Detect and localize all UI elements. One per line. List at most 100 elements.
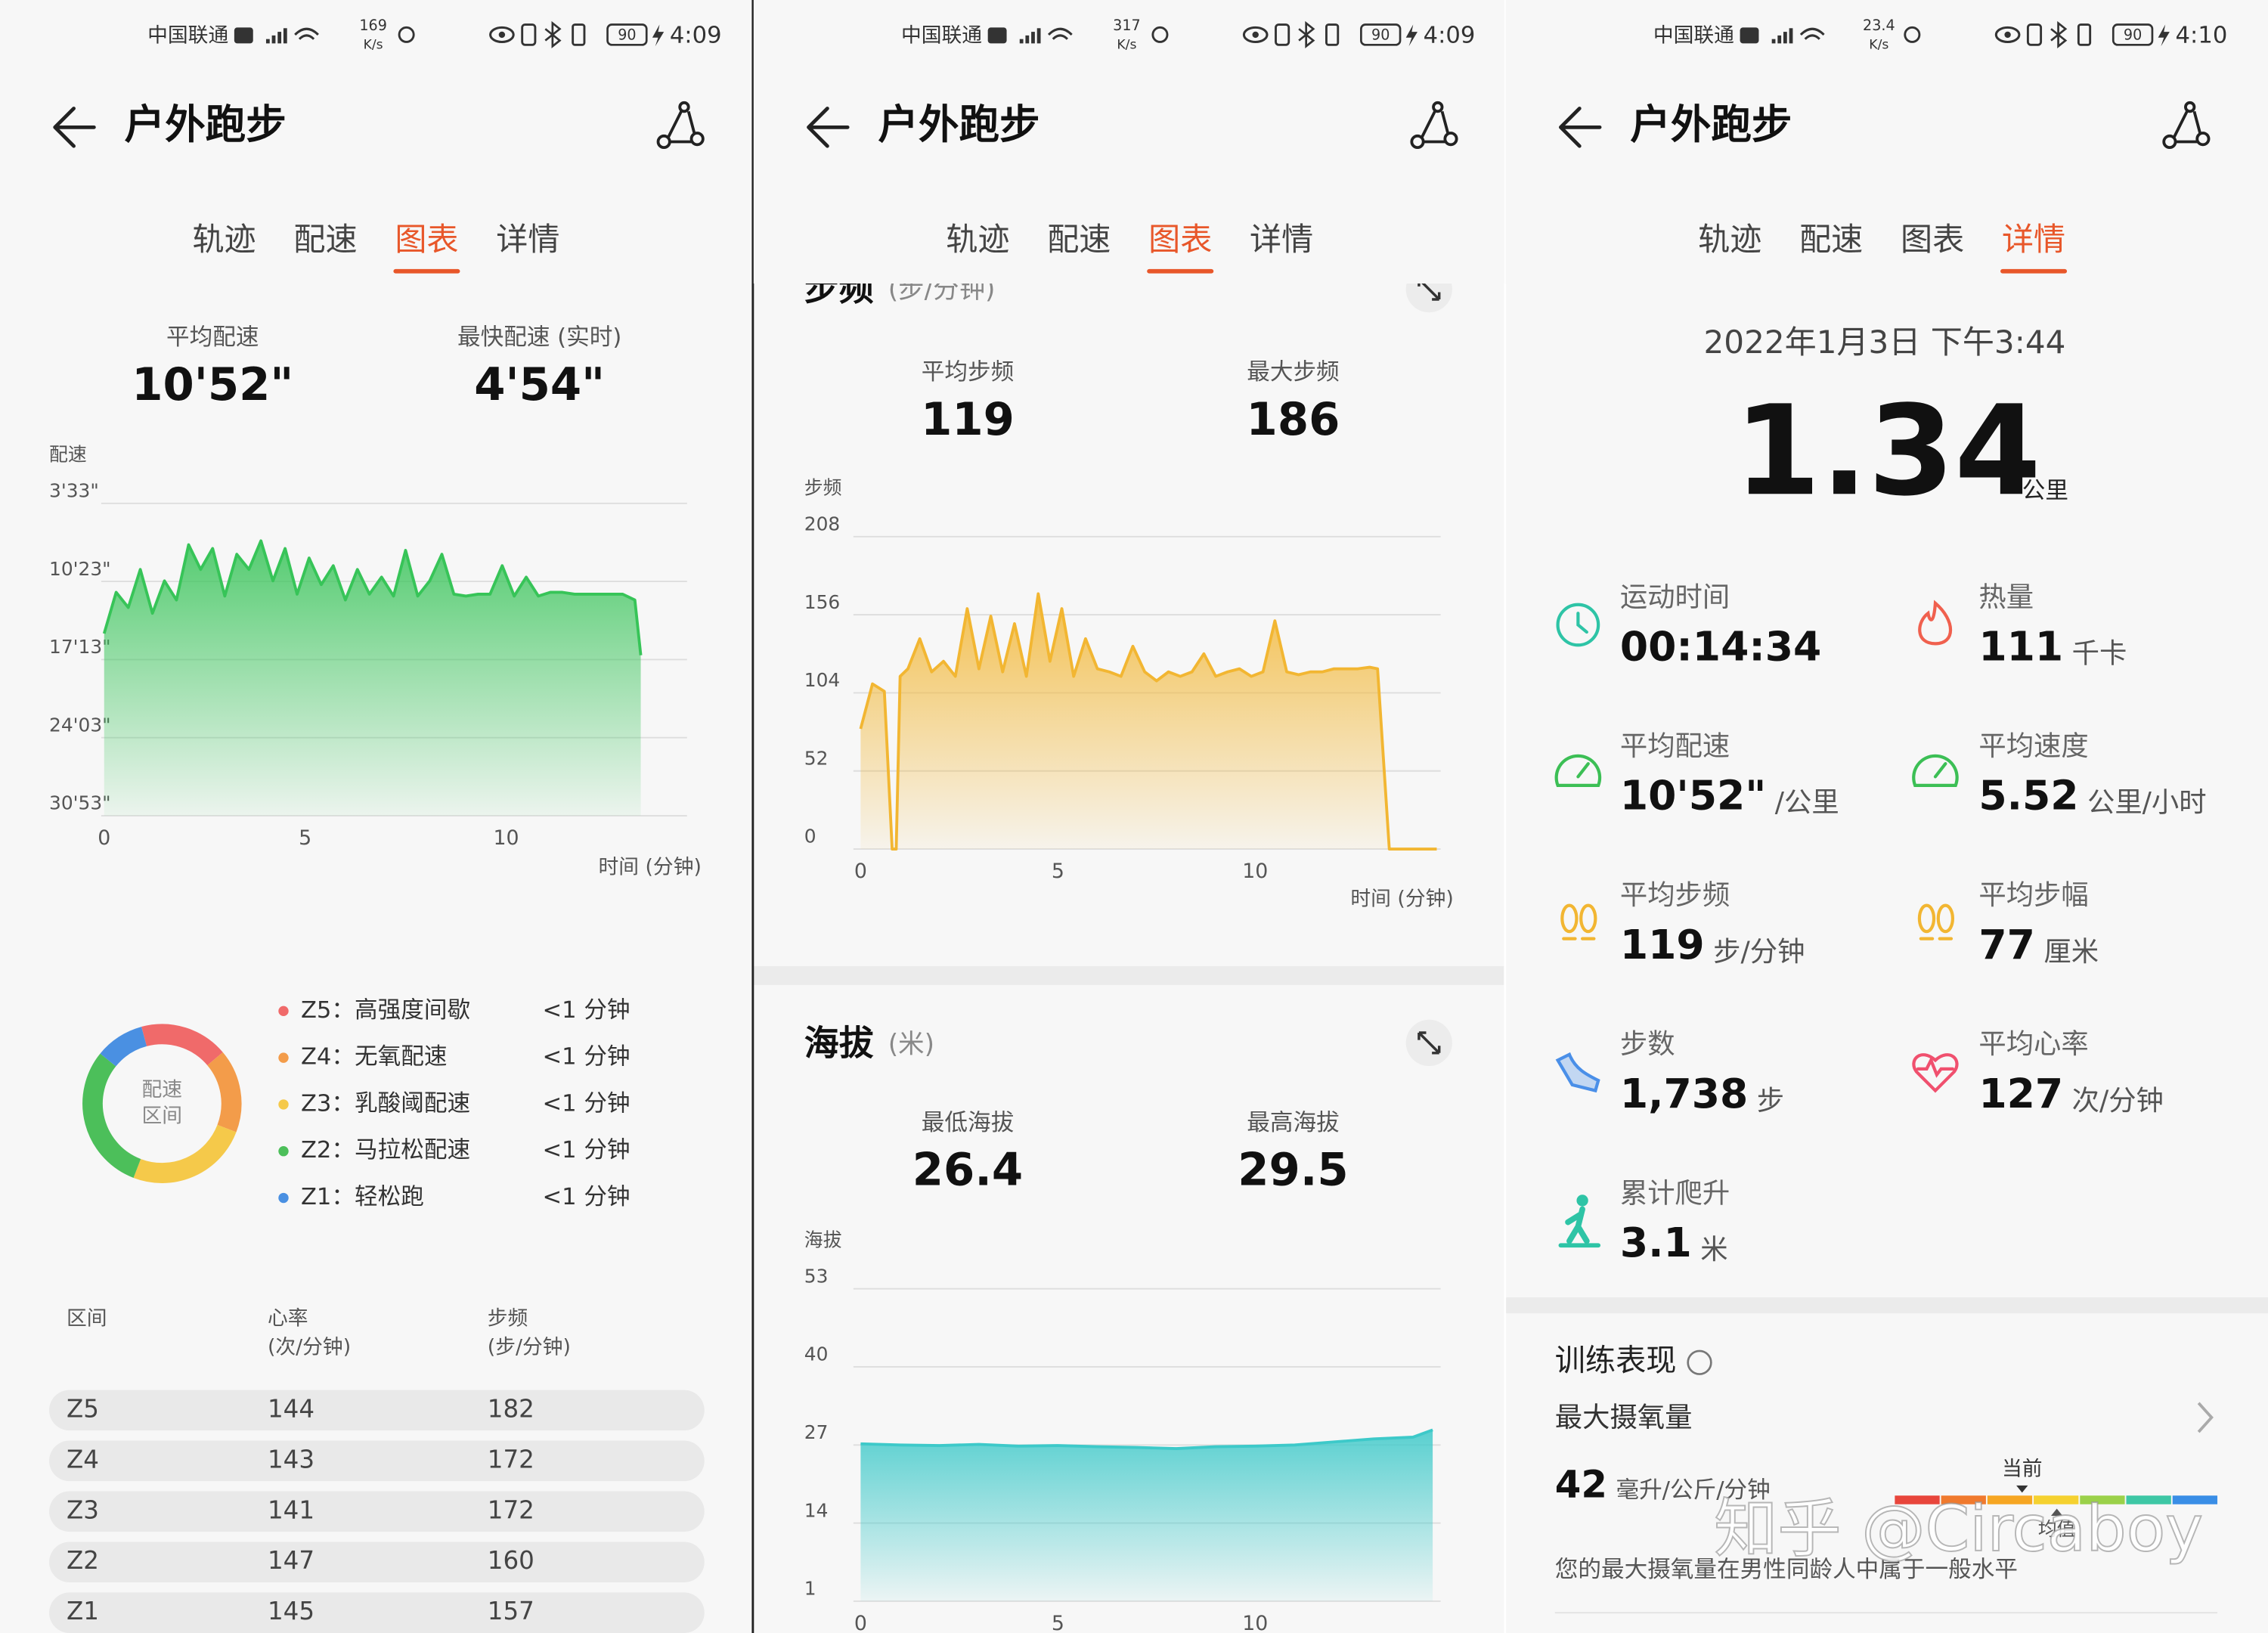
donut-center-label: 区间 — [142, 1104, 183, 1127]
metric-icon — [1555, 1052, 1600, 1093]
y-tick-label: 3'33" — [49, 479, 99, 501]
status-signal-bar — [1783, 32, 1787, 44]
route-button[interactable] — [1410, 101, 1458, 150]
metric-icon — [1912, 1053, 1959, 1093]
legend-label: Z2：马拉松配速 — [301, 1137, 470, 1164]
status-wifi — [1799, 27, 1825, 40]
scale-segment — [2126, 1495, 2171, 1504]
tab-indicator — [393, 268, 460, 274]
status-battery — [606, 23, 648, 46]
x-tick-label: 5 — [1052, 860, 1064, 883]
tab[interactable]: 轨迹 — [1698, 221, 1761, 258]
icon-shape — [1576, 1195, 1588, 1207]
tab[interactable]: 轨迹 — [946, 221, 1009, 258]
table-cell: Z1 — [67, 1597, 99, 1625]
status-carrier: 中国联通 — [901, 23, 982, 47]
y-tick-label: 17'13" — [49, 636, 111, 658]
route-line — [667, 110, 696, 144]
stat-label: 平均配速 — [166, 324, 259, 351]
x-tick-label: 5 — [299, 826, 311, 850]
tab[interactable]: 配速 — [1047, 221, 1111, 258]
route-button[interactable] — [2162, 101, 2211, 150]
tab-active[interactable]: 图表 — [1148, 221, 1212, 258]
stat-label: 最大步频 — [1247, 359, 1339, 386]
status-hd-icon — [1740, 27, 1759, 44]
route-dot — [2195, 132, 2211, 147]
metric-label: 累计爬升 — [1620, 1176, 1730, 1209]
stat-value: 119 — [921, 393, 1015, 445]
tab[interactable]: 轨迹 — [192, 221, 256, 258]
x-axis-title: 时间 (分钟) — [1350, 888, 1453, 911]
table-cell: Z2 — [67, 1546, 99, 1575]
metric-label: 平均心率 — [1978, 1027, 2088, 1060]
metric-label: 步数 — [1620, 1027, 1675, 1060]
table-header: 心率 — [268, 1306, 308, 1330]
status-speed: 169 — [359, 17, 387, 34]
legend-label: Z1：轻松跑 — [301, 1184, 424, 1210]
route-button[interactable] — [656, 101, 705, 150]
y-tick-label: 40 — [804, 1343, 829, 1365]
back-button[interactable] — [53, 107, 96, 148]
info-icon[interactable] — [1687, 1349, 1712, 1375]
back-button[interactable] — [1559, 107, 1602, 148]
table-cell: 172 — [488, 1495, 534, 1524]
training-value: 42 — [1555, 1462, 1607, 1506]
area-fill — [104, 541, 641, 816]
table-header: 步频 — [488, 1306, 528, 1330]
current-marker-label: 当前 — [2002, 1457, 2043, 1480]
watermark: 知乎 @Circaboy — [1714, 1492, 2203, 1566]
tab-active[interactable]: 图表 — [395, 221, 458, 258]
tab[interactable]: 配速 — [293, 221, 357, 258]
metric-unit: 步/分钟 — [1713, 935, 1805, 968]
status-charging — [2158, 24, 2170, 47]
distance-value: 1.34 — [1734, 378, 2041, 523]
metric-unit: 米 — [1700, 1233, 1727, 1266]
x-axis-title: 时间 (分钟) — [598, 855, 701, 878]
donut-segment — [141, 1024, 223, 1066]
status-signal-bar — [1777, 35, 1782, 44]
route-line — [1421, 110, 1450, 144]
status-signal-bar — [265, 39, 270, 44]
metric-value: 127 — [1978, 1070, 2063, 1117]
metric-label: 平均步频 — [1620, 878, 1730, 911]
status-charging — [652, 24, 665, 47]
x-tick-label: 0 — [98, 826, 110, 850]
back-button[interactable] — [807, 107, 850, 148]
route-dot — [2184, 101, 2196, 113]
icon-shape — [1556, 603, 1600, 647]
table-row-bg — [49, 1542, 705, 1583]
status-signal-bar — [1771, 39, 1776, 44]
tab[interactable]: 配速 — [1799, 221, 1863, 258]
stat-label: 最快配速 (实时) — [457, 324, 621, 351]
stat-label: 平均步频 — [922, 359, 1014, 386]
metric-icon — [1558, 1195, 1601, 1248]
legend-dot — [278, 1099, 289, 1110]
y-axis-title: 海拔 — [804, 1229, 842, 1251]
icon-shape — [1560, 903, 1579, 934]
tab-active[interactable]: 详情 — [2002, 221, 2065, 258]
chevron[interactable] — [2197, 1402, 2214, 1433]
expand-button[interactable] — [1405, 1019, 1452, 1067]
icon-shape — [1933, 762, 1947, 779]
training-note: 您的最大摄氧量在男性同龄人中属于一般水平 — [1555, 1557, 2018, 1583]
section-title: 训练表现 — [1555, 1343, 1677, 1378]
tab[interactable]: 详情 — [496, 221, 559, 258]
metric-unit: 次/分钟 — [2072, 1084, 2164, 1117]
status-nfc — [521, 23, 537, 46]
header-bg — [753, 0, 1504, 284]
metric-label: 平均速度 — [1978, 730, 2088, 762]
chart-subtitle: (米) — [888, 1030, 934, 1060]
route-dot — [1443, 132, 1458, 147]
metric-value: 3.1 — [1620, 1219, 1692, 1266]
table-cell: 182 — [488, 1394, 534, 1423]
metric-icon — [1556, 603, 1600, 647]
tab[interactable]: 图表 — [1901, 221, 1964, 258]
status-speed-unit: K/s — [1869, 37, 1888, 52]
metric-unit: 公里/小时 — [2087, 786, 2207, 819]
metric-icon — [1554, 754, 1602, 787]
status-battery-level: 90 — [2124, 26, 2142, 43]
status-bluetooth — [1298, 20, 1315, 49]
tab[interactable]: 详情 — [1250, 221, 1313, 258]
status-signal-bar — [271, 35, 276, 44]
